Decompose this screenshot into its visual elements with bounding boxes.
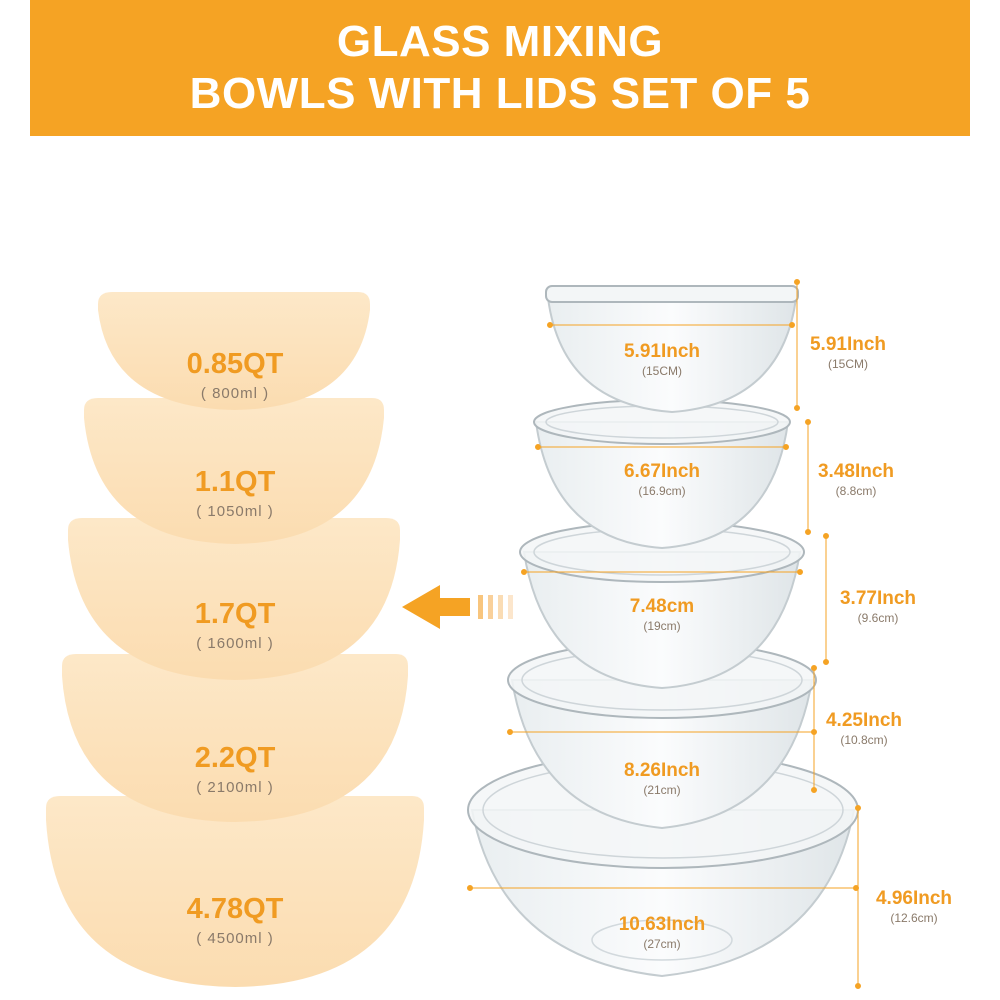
glass-bowl-3 [519,521,805,690]
diameter-label-5: 10.63Inch (27cm) [582,914,742,951]
capacity-label-2: 1.1QT ( 1050ml ) [135,466,335,522]
height-label-1: 5.91Inch (15CM) [792,334,904,371]
diameter-value: 8.26Inch [623,760,701,781]
height-value: 3.48Inch [817,461,895,482]
height-sub: (8.8cm) [835,484,877,498]
diameter-value: 10.63Inch [618,914,706,935]
title-line-1: GLASS MIXING [336,17,664,66]
capacity-qt: 4.78QT [186,893,284,925]
diameter-sub: (19cm) [643,619,681,633]
capacity-label-1: 0.85QT ( 800ml ) [135,348,335,404]
capacity-ml: ( 1050ml ) [196,503,274,520]
height-value: 4.96Inch [875,888,953,909]
diameter-sub: (27cm) [643,937,681,951]
capacity-qt: 1.1QT [194,466,276,498]
capacity-qt: 0.85QT [186,348,284,380]
capacity-label-5: 4.78QT ( 4500ml ) [135,893,335,949]
capacity-ml: ( 2100ml ) [196,779,274,796]
capacity-bowl-5 [46,796,424,987]
diameter-label-2: 6.67Inch (16.9cm) [582,461,742,498]
diameter-label-1: 5.91Inch (15CM) [582,341,742,378]
capacity-qt: 1.7QT [194,598,276,630]
capacity-bowl-4 [62,654,408,822]
diameter-value: 7.48cm [629,596,695,617]
diameter-sub: (15CM) [641,364,682,378]
capacity-ml: ( 1600ml ) [196,635,274,652]
capacity-bowl-2 [84,398,384,544]
diameter-value: 6.67Inch [623,461,701,482]
height-label-4: 4.25Inch (10.8cm) [808,710,920,747]
capacity-ml: ( 4500ml ) [196,930,274,947]
diameter-label-3: 7.48cm (19cm) [582,596,742,633]
capacity-bowl-1 [98,292,370,410]
height-label-3: 3.77Inch (9.6cm) [822,588,934,625]
height-sub: (15CM) [827,357,868,371]
height-label-2: 3.48Inch (8.8cm) [800,461,912,498]
glass-bowl-1 [545,285,799,414]
height-value: 3.77Inch [839,588,917,609]
diameter-label-4: 8.26Inch (21cm) [582,760,742,797]
diameter-value: 5.91Inch [623,341,701,362]
height-label-5: 4.96Inch (12.6cm) [858,888,970,925]
height-value: 4.25Inch [825,710,903,731]
arrow-left-icon [402,585,513,629]
capacity-label-3: 1.7QT ( 1600ml ) [135,598,335,654]
diameter-sub: (21cm) [643,783,681,797]
capacity-bowl-3 [68,518,400,680]
height-lines [794,279,861,989]
capacity-qt: 2.2QT [194,742,276,774]
height-value: 5.91Inch [809,334,887,355]
glass-bowl-2 [533,399,791,550]
diameter-lines [467,322,859,891]
height-sub: (12.6cm) [890,911,938,925]
height-sub: (9.6cm) [857,611,899,625]
height-sub: (10.8cm) [840,733,888,747]
title-line-2: BOWLS WITH LIDS SET OF 5 [189,69,811,118]
title-banner: GLASS MIXING BOWLS WITH LIDS SET OF 5 [30,0,970,136]
diameter-sub: (16.9cm) [638,484,686,498]
capacity-ml: ( 800ml ) [200,385,270,402]
capacity-label-4: 2.2QT ( 2100ml ) [135,742,335,798]
